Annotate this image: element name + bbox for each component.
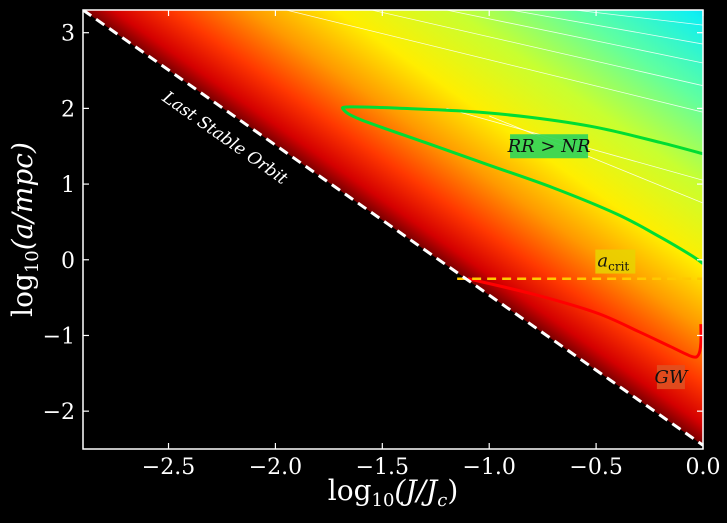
x-tick-label: −0.5 [569,455,622,480]
x-tick-label: −2.0 [249,455,302,480]
x-axis-label-sub: 10 [372,490,395,511]
a-crit-label-group: acrit [595,249,636,274]
y-axis-label-post: (a/mpc) [6,142,39,250]
x-tick-label: −1.0 [462,455,515,480]
x-axis-label-pre: log [328,474,372,507]
y-tick-label: 1 [61,173,75,198]
contour-line-6 [489,115,703,204]
y-axis-label-sub: 10 [22,250,43,273]
y-tick-label: −2 [43,400,75,425]
x-axis-label: log10(J/Jc) [328,474,459,511]
contour-line-3 [510,10,703,45]
y-axis-label: log10(a/mpc) [6,142,43,317]
region-label-1: GW [654,367,688,388]
region-label-box-0 [510,134,589,159]
region-label-0: RR > NR [507,136,591,157]
region-label-box-1 [656,365,685,390]
axes [82,9,704,450]
region-boundary-1 [467,277,703,359]
x-axis-label-sub2: c [437,490,447,511]
contour-line-2 [446,10,703,64]
a-crit-label-box [595,249,636,274]
y-tick-label: 3 [61,22,75,47]
region-label-group-0: RR > NR [507,134,591,159]
x-tick-label: 0.0 [686,455,721,480]
contour-line-1 [371,10,703,87]
a-crit-label: acrit [597,251,629,274]
y-ticks: −2 −1 0 1 2 3 [43,22,703,425]
y-tick-label: 2 [61,97,75,122]
last-stable-orbit-line [83,10,703,447]
x-ticks: −2.5 −2.0 −1.5 −1.0 −0.5 0.0 [142,10,721,480]
a-crit-label-main: a [597,251,608,272]
region-label-group-1: GW [654,365,689,390]
x-axis-label-post: (J/J [394,474,439,507]
axes-frame [82,9,704,450]
x-tick-label: −2.5 [142,455,195,480]
y-tick-label: 0 [61,249,75,274]
contour-line-0 [286,10,703,113]
x-axis-label-end: ) [447,474,458,507]
x-tick-label: −1.5 [356,455,409,480]
region-boundary-0 [340,105,703,265]
a-crit-label-sub: crit [608,260,629,274]
y-axis-label-pre: log [6,273,39,317]
y-tick-label: −1 [43,324,75,349]
